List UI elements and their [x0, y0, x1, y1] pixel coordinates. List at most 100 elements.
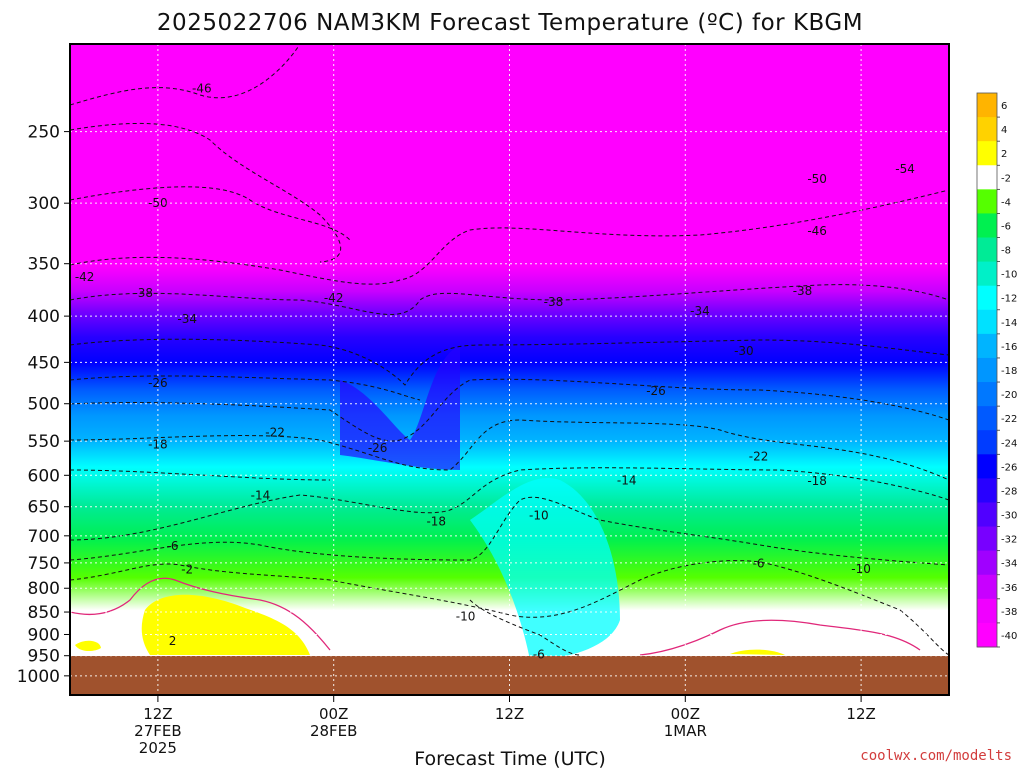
y-tick-label: 650 — [28, 498, 60, 518]
svg-text:-14: -14 — [617, 474, 637, 488]
svg-text:-18: -18 — [426, 515, 446, 529]
contour-label: -38 — [793, 284, 813, 298]
contour-label: -18 — [426, 515, 446, 529]
colorbar-swatch — [977, 454, 997, 479]
colorbar-label: -14 — [1001, 318, 1017, 329]
warm-pocket-3 — [730, 649, 785, 655]
x-tick-label: 28FEB — [310, 722, 357, 740]
contour-label: -10 — [529, 509, 549, 523]
svg-text:-26: -26 — [148, 376, 168, 390]
svg-text:-30: -30 — [734, 344, 754, 358]
contour-label: -42 — [75, 270, 95, 284]
credit-text: coolwx.com/modelts — [860, 748, 1012, 764]
contour-label: -6 — [753, 556, 765, 570]
colorbar-swatch — [977, 526, 997, 552]
colorbar-label: -20 — [1001, 390, 1017, 401]
contour-label: -30 — [734, 344, 754, 358]
contour-label: -26 — [368, 441, 388, 455]
contour-label: -18 — [807, 474, 827, 488]
colorbar-label: -36 — [1001, 583, 1017, 594]
freezing-contour-2 — [639, 619, 921, 656]
colorbar-swatch — [977, 165, 997, 190]
freezing-contour — [70, 577, 331, 651]
colorbar-label: -32 — [1001, 535, 1017, 546]
svg-text:-2: -2 — [181, 563, 193, 577]
contour-label: -10 — [851, 562, 871, 576]
contour-label: -46 — [807, 224, 827, 238]
svg-text:-10: -10 — [851, 562, 871, 576]
y-tick-label: 800 — [28, 579, 60, 599]
contour-label: -6 — [167, 539, 179, 553]
y-tick-label: 950 — [28, 647, 60, 667]
contour-label: -14 — [617, 474, 637, 488]
colorbar-swatch — [977, 478, 997, 503]
colorbar-swatch — [977, 93, 997, 118]
x-tick-label: 00Z — [319, 705, 348, 723]
colorbar-label: -4 — [1001, 197, 1011, 208]
svg-text:-10: -10 — [529, 509, 549, 523]
svg-text:-38: -38 — [793, 284, 813, 298]
svg-text:-18: -18 — [148, 438, 168, 452]
colorbar-label: -2 — [1001, 173, 1011, 184]
svg-text:-22: -22 — [265, 425, 285, 439]
colorbar-swatch — [977, 261, 997, 287]
colorbar-label: 4 — [1001, 125, 1007, 136]
colorbar-swatch — [977, 237, 997, 263]
svg-text:2: 2 — [169, 634, 177, 648]
grid — [70, 44, 949, 695]
svg-text:-26: -26 — [646, 384, 666, 398]
svg-text:-6: -6 — [753, 556, 765, 570]
contour-label: -42 — [324, 291, 344, 305]
x-tick-label: 00Z — [671, 705, 700, 723]
colorbar-swatch — [977, 213, 997, 239]
contour-label: -34 — [177, 312, 197, 326]
contour-label: -2 — [181, 563, 193, 577]
contour-labels: -46 -54 -50 -50 -46 -42 -42 -38 -38 -38 -34 -34 -30 -… — [75, 81, 915, 661]
x-tick-label: 12Z — [143, 705, 172, 723]
svg-text:-42: -42 — [324, 291, 344, 305]
y-tick-label: 450 — [28, 353, 60, 373]
svg-text:-22: -22 — [749, 450, 769, 464]
svg-text:-6: -6 — [167, 539, 179, 553]
x-tick-label: 12Z — [495, 705, 524, 723]
contour-label: -22 — [749, 450, 769, 464]
contour-label: -26 — [646, 384, 666, 398]
colorbar-swatch — [977, 141, 997, 166]
contour-label: -46 — [192, 81, 212, 95]
colorbar-swatch — [977, 550, 997, 576]
colorbar-label: -22 — [1001, 414, 1017, 425]
cold-tongue — [470, 478, 620, 660]
warm-pocket-1 — [141, 594, 310, 655]
x-tick-label: 27FEB — [134, 722, 181, 740]
svg-text:-42: -42 — [75, 270, 95, 284]
y-tick-label: 550 — [28, 432, 60, 452]
y-tick-label: 600 — [28, 466, 60, 486]
contour-label: -18 — [148, 438, 168, 452]
svg-text:-50: -50 — [148, 196, 168, 210]
colorbar-label: -16 — [1001, 342, 1017, 353]
colorbar-label: -8 — [1001, 246, 1011, 257]
colorbar-swatch — [977, 189, 997, 214]
y-tick-label: 850 — [28, 603, 60, 623]
svg-text:-54: -54 — [895, 162, 915, 176]
colorbar-label: 6 — [1001, 101, 1007, 112]
contour-label: -22 — [265, 425, 285, 439]
svg-text:-34: -34 — [177, 312, 197, 326]
colorbar-swatch — [977, 430, 997, 455]
colorbar-label: -18 — [1001, 366, 1017, 377]
colorbar-swatch — [977, 574, 997, 600]
contour-label: -34 — [690, 304, 710, 318]
svg-text:-50: -50 — [807, 172, 827, 186]
warm-pocket-2 — [75, 640, 101, 652]
svg-text:-26: -26 — [368, 441, 388, 455]
x-axis-title: Forecast Time (UTC) — [414, 748, 605, 768]
chart-title: 2025022706 NAM3KM Forecast Temperature (… — [157, 10, 863, 36]
colorbar-label: -38 — [1001, 607, 1017, 618]
contour-label: -38 — [133, 286, 153, 300]
colorbar-label: -6 — [1001, 221, 1011, 232]
colorbar-swatch — [977, 382, 997, 407]
colorbar-label: -40 — [1001, 631, 1017, 642]
x-tick-label: 12Z — [846, 705, 875, 723]
